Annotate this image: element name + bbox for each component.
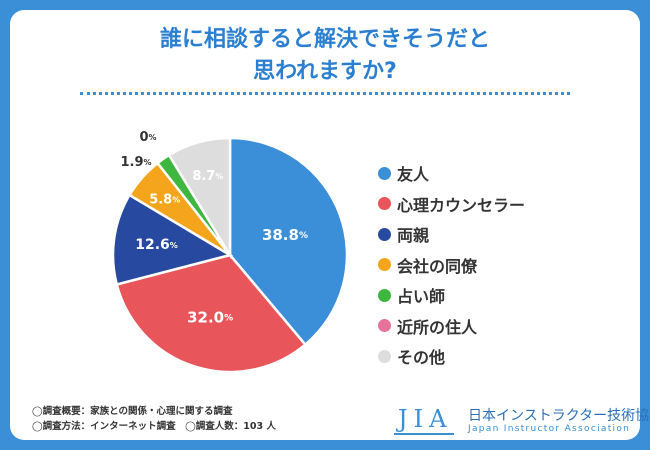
data-label-unit: % [149, 133, 157, 142]
legend-label: その他 [397, 348, 446, 368]
data-label-2: 32.0% [187, 308, 233, 326]
data-label-unit: % [172, 195, 180, 204]
pie-slice-2 [115, 253, 308, 374]
legend-item-3: 両親 [378, 219, 525, 250]
legend-label: 友人 [397, 165, 430, 185]
legend-dot-icon [378, 197, 391, 211]
data-label-value: 12.6 [135, 237, 170, 253]
legend-dot-icon [378, 319, 391, 333]
chart-title: 誰に相談すると解決できそうだと 思われますか? [10, 24, 640, 88]
legend-item-6: 近所の住人 [378, 311, 525, 342]
data-label-4: 5.8% [149, 192, 180, 207]
data-label-value: 32.0 [187, 308, 224, 326]
data-label-unit: % [170, 241, 178, 250]
legend-item-5: 占い師 [378, 280, 525, 311]
logo-mark: JIA [398, 405, 453, 433]
data-label-unit: % [215, 172, 223, 181]
pie-chart: 38.8%32.0%12.6%5.8%1.9%0%8.7% [111, 130, 349, 374]
legend-label: 会社の同僚 [397, 256, 478, 276]
logo-underline [394, 433, 454, 435]
data-label-5: 1.9% [120, 155, 151, 170]
data-label-unit: % [224, 313, 233, 323]
logo-name-en: Japan Instructor Association [468, 424, 631, 434]
data-label-1: 38.8% [262, 225, 308, 243]
logo-name-jp: 日本インストラクター技術協会 [468, 408, 650, 424]
card: 誰に相談すると解決できそうだと 思われますか? 38.8% 32.0% 12.6% 5… [10, 10, 650, 440]
legend-label: 両親 [397, 226, 430, 246]
title-line-2: 思われますか? [253, 59, 397, 84]
legend-item-4: 会社の同僚 [378, 250, 525, 281]
data-label-unit: % [144, 158, 152, 167]
legend-label: 占い師 [397, 287, 446, 307]
pie-slice-1 [228, 136, 349, 347]
data-label-value: 0 [139, 130, 148, 145]
survey-notes: ◯調査概要：家族との関係・心理に関する調査 ◯調査方法：インターネット調査 ◯調… [32, 404, 276, 434]
legend-dot-icon [378, 258, 391, 272]
survey-method: ◯調査方法：インターネット調査 ◯調査人数：103 人 [32, 421, 276, 432]
data-label-6: 0% [139, 130, 156, 145]
legend-dot-icon [378, 288, 391, 302]
legend-dot-icon [378, 166, 391, 180]
jia-logo: JIA 日本インストラクター技術協会 Japan Instructor Asso… [390, 403, 650, 439]
data-label-value: 1.9 [120, 155, 143, 170]
data-label-value: 38.8 [262, 225, 299, 243]
legend: 友人心理カウンセラー 両親会社の同僚占い師近所の住人その他 [378, 158, 525, 372]
survey-summary: ◯調査概要：家族との関係・心理に関する調査 [32, 406, 233, 417]
legend-item-2: 心理カウンセラー [378, 189, 525, 220]
data-label-7: 8.7% [192, 169, 223, 184]
legend-dot-icon [378, 349, 391, 363]
legend-item-7: その他 [378, 341, 525, 372]
dotted-divider [80, 92, 570, 95]
legend-label: 近所の住人 [397, 317, 478, 337]
pie-slice-7 [167, 136, 232, 260]
title-line-1: 誰に相談すると解決できそうだと [159, 27, 490, 52]
data-label-unit: % [299, 230, 308, 240]
legend-label: 心理カウンセラー [397, 195, 526, 215]
legend-item-1: 友人 [378, 158, 525, 189]
data-label-3: 12.6% [135, 237, 178, 253]
legend-dot-icon [378, 227, 391, 241]
data-label-value: 5.8 [149, 192, 172, 207]
pie-slice-3 [111, 193, 234, 287]
data-label-value: 8.7 [192, 169, 215, 184]
